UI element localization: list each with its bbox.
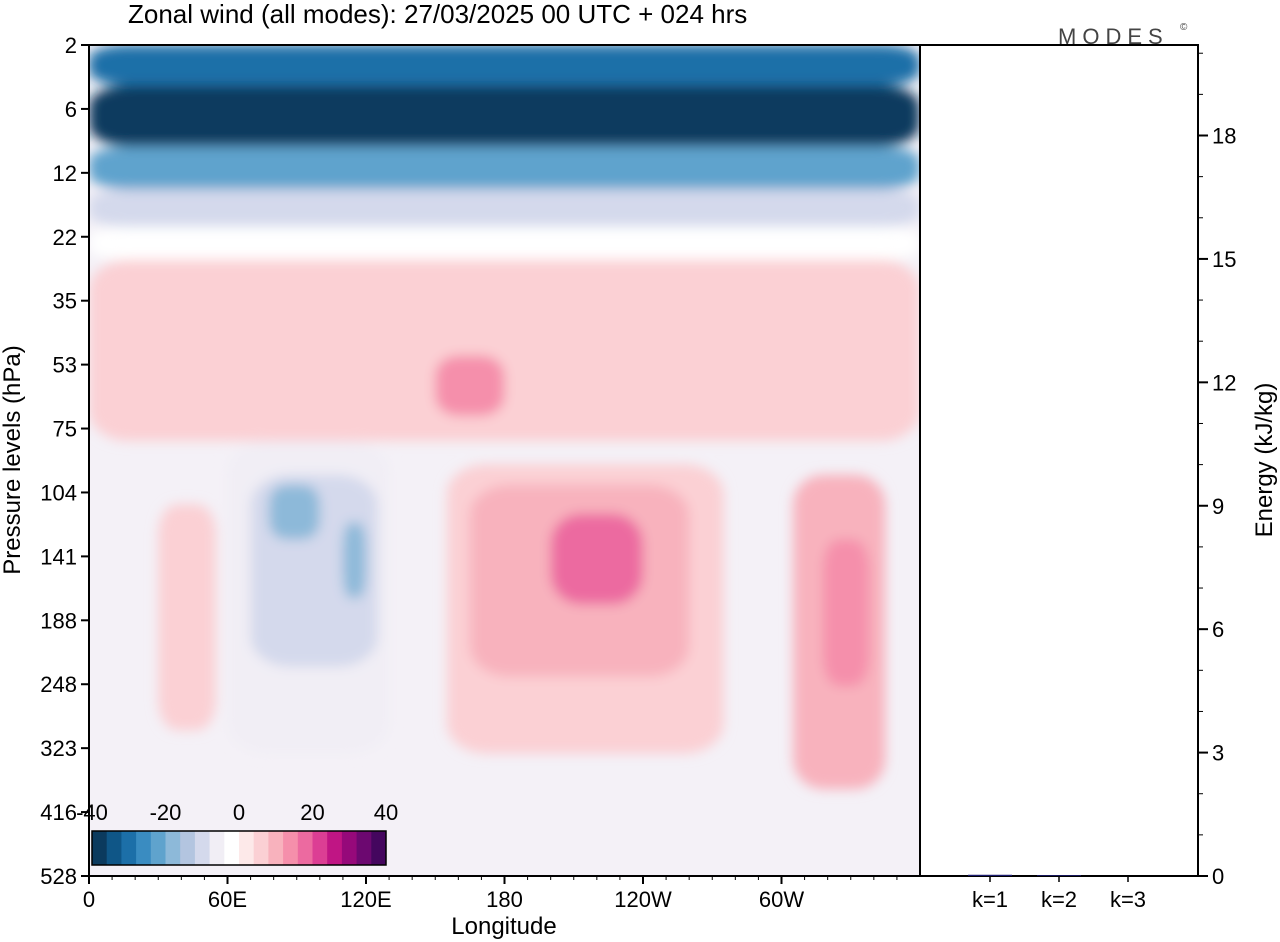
heatmap-region xyxy=(158,504,216,731)
x-tick-label: 60E xyxy=(208,887,247,912)
energy-y-axis: 0 3 6 9 12 15 18 xyxy=(1198,52,1236,889)
energy-bar xyxy=(968,874,1012,876)
y-tick-label: 6 xyxy=(65,97,77,122)
colorbar-swatch xyxy=(180,831,196,865)
heatmap-x-axis: 0 60E 120E 180 120W 60W xyxy=(83,876,898,912)
energy-y-label: Energy (kJ/kg) xyxy=(1251,383,1278,538)
energy-x-tick-label: k=3 xyxy=(1110,887,1146,912)
colorbar-swatch xyxy=(253,831,269,865)
heatmap-y-label: Pressure levels (hPa) xyxy=(0,345,26,574)
y-tick-label: 323 xyxy=(40,736,77,761)
colorbar-swatch xyxy=(92,831,108,865)
energy-y-tick-label: 18 xyxy=(1212,124,1236,149)
heatmap-region xyxy=(342,522,366,598)
colorbar-swatch xyxy=(312,831,328,865)
heatmap-region xyxy=(89,85,920,147)
chart-title: Zonal wind (all modes): 27/03/2025 00 UT… xyxy=(128,0,747,29)
heatmap-region xyxy=(89,226,920,260)
colorbar-tick-label: 40 xyxy=(374,800,398,825)
heatmap-region xyxy=(435,355,505,416)
colorbar-frame xyxy=(91,830,387,866)
colorbar-swatch xyxy=(194,831,211,865)
y-tick-label: 141 xyxy=(40,544,77,569)
y-tick-label: 22 xyxy=(53,225,77,250)
logo-copyright-mark: © xyxy=(1180,22,1188,33)
x-tick-label: 120W xyxy=(614,887,672,912)
colorbar-swatch xyxy=(224,831,240,865)
y-tick-label: 12 xyxy=(53,161,77,186)
y-tick-label: 104 xyxy=(40,480,77,505)
energy-y-tick-label: 3 xyxy=(1212,741,1224,766)
colorbar-tick-label: -20 xyxy=(150,800,182,825)
colorbar-swatch xyxy=(371,831,387,865)
colorbar-swatch xyxy=(268,831,284,865)
heatmap-region xyxy=(89,288,920,416)
colorbar-swatch xyxy=(283,831,299,865)
energy-y-tick-label: 12 xyxy=(1212,370,1236,395)
energy-y-tick-label: 0 xyxy=(1212,864,1224,889)
colorbar-swatch xyxy=(239,831,255,865)
energy-y-tick-label: 15 xyxy=(1212,247,1236,272)
energy-x-tick-label: k=1 xyxy=(972,887,1008,912)
colorbar-tick-label: 0 xyxy=(233,800,245,825)
heatmap-y-axis: 2 6 12 22 35 53 75 104 141 188 248 323 416 528 xyxy=(40,33,89,889)
colorbar-swatch xyxy=(209,831,225,865)
y-tick-label: 416 xyxy=(40,800,77,825)
colorbar-swatch xyxy=(356,831,372,865)
colorbar-swatch xyxy=(136,831,152,865)
y-tick-label: 188 xyxy=(40,608,77,633)
colorbar-tick-label: 20 xyxy=(300,800,324,825)
heatmap-region xyxy=(89,45,920,86)
heatmap-region xyxy=(823,539,870,687)
heatmap-region xyxy=(89,189,920,227)
y-tick-label: 2 xyxy=(65,33,77,58)
colorbar-swatch xyxy=(150,831,166,865)
energy-panel-frame xyxy=(919,44,1199,877)
x-tick-label: 180 xyxy=(486,887,523,912)
heatmap-region xyxy=(550,513,643,605)
y-tick-label: 75 xyxy=(53,417,77,442)
y-tick-label: 528 xyxy=(40,864,77,889)
energy-x-tick-label: k=2 xyxy=(1041,887,1077,912)
energy-y-tick-label: 6 xyxy=(1212,617,1224,642)
heatmap-x-label: Longitude xyxy=(451,913,556,940)
energy-x-axis: k=1 k=2 k=3 xyxy=(972,876,1146,912)
colorbar-swatch xyxy=(121,831,137,865)
colorbar-swatch xyxy=(327,831,343,865)
y-tick-label: 248 xyxy=(40,672,77,697)
colorbar-legend: -40 -20 0 20 40 xyxy=(76,800,398,866)
colorbar-swatch xyxy=(106,831,122,865)
heatmap-region xyxy=(269,484,320,540)
y-tick-label: 35 xyxy=(53,289,77,314)
x-tick-label: 120E xyxy=(340,887,391,912)
heatmap-regions xyxy=(89,45,920,790)
energy-bar xyxy=(1037,875,1081,876)
energy-bars xyxy=(968,874,1081,876)
colorbar-swatch xyxy=(165,831,181,865)
y-tick-label: 53 xyxy=(53,353,77,378)
x-tick-label: 0 xyxy=(83,887,95,912)
colorbar-swatch xyxy=(341,831,358,865)
x-tick-label: 60W xyxy=(759,887,804,912)
colorbar-tick-label: -40 xyxy=(76,800,108,825)
energy-y-tick-label: 9 xyxy=(1212,494,1224,519)
colorbar-swatch xyxy=(297,831,313,865)
heatmap-region xyxy=(89,146,920,190)
